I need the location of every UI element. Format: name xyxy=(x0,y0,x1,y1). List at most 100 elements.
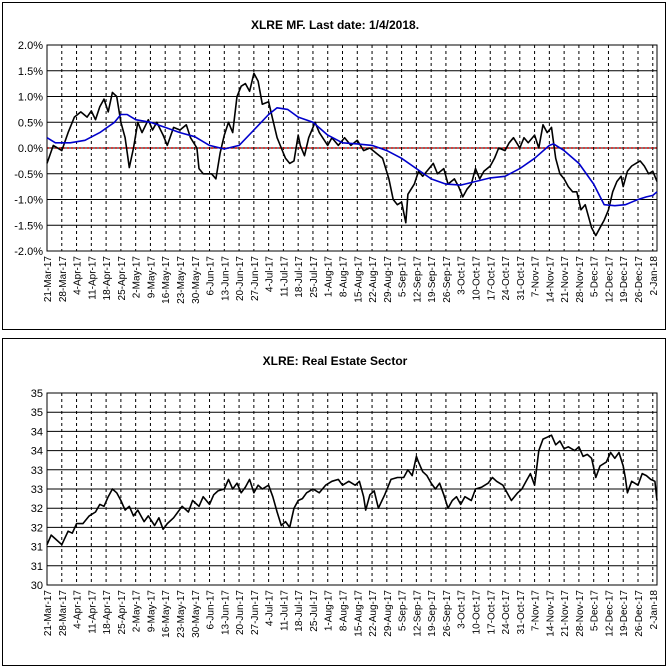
x-tick-label: 18-Apr-17 xyxy=(102,590,113,635)
x-tick-label: 19-Dec-17 xyxy=(619,590,630,637)
x-tick-label: 1-Aug-17 xyxy=(324,256,335,298)
x-tick-label: 26-Dec-17 xyxy=(634,256,645,303)
x-tick-label: 20-Jun-17 xyxy=(235,256,246,301)
x-tick-label: 26-Sep-17 xyxy=(442,590,453,637)
x-tick-label: 9-May-17 xyxy=(146,256,157,299)
x-tick-label: 21-Mar-17 xyxy=(43,256,54,303)
x-tick-label: 25-Jul-17 xyxy=(309,590,320,632)
x-tick-label: 16-May-17 xyxy=(161,256,172,304)
x-tick-label: 30-May-17 xyxy=(191,256,202,304)
x-tick-label: 21-Mar-17 xyxy=(43,590,54,637)
x-tick-label: 22-Aug-17 xyxy=(368,256,379,303)
x-tick-label: 17-Oct-17 xyxy=(486,256,497,301)
x-tick-label: 13-Jun-17 xyxy=(220,590,231,635)
plot-frame xyxy=(46,392,658,586)
x-tick-label: 28-Mar-17 xyxy=(58,590,69,637)
price-chart-panel: XLRE: Real Estate Sector 30 31 31 32 32 33 33 3… xyxy=(2,338,666,666)
x-tick-label: 1-Aug-17 xyxy=(324,590,335,632)
x-tick-label: 25-Apr-17 xyxy=(117,256,128,301)
x-tick-label: 27-Jun-17 xyxy=(250,590,261,635)
x-tick-label: 31-Oct-17 xyxy=(516,256,527,301)
x-tick-label: 29-Aug-17 xyxy=(383,256,394,303)
y-tick-label: 33 xyxy=(31,465,43,477)
x-tick-label: 25-Apr-17 xyxy=(117,590,128,635)
y-tick-label: -2.0% xyxy=(14,246,43,258)
chart-title: XLRE: Real Estate Sector xyxy=(263,354,408,368)
x-tick-label: 28-Nov-17 xyxy=(575,590,586,637)
x-tick-label: 22-Aug-17 xyxy=(368,590,379,637)
x-tick-label: 17-Oct-17 xyxy=(486,590,497,635)
y-tick-label: 32 xyxy=(31,522,43,534)
x-tick-label: 3-Oct-17 xyxy=(457,256,468,295)
x-tick-label: 26-Sep-17 xyxy=(442,256,453,303)
x-tick-label: 6-Jun-17 xyxy=(206,256,217,296)
mf-chart-panel: XLRE MF. Last date: 1/4/2018. 2.0% 1.5% 1.… xyxy=(2,2,666,330)
x-tick-label: 15-Aug-17 xyxy=(353,256,364,303)
y-tick-label: 33 xyxy=(31,484,43,496)
x-tick-label: 13-Jun-17 xyxy=(220,256,231,301)
x-tick-label: 23-May-17 xyxy=(176,590,187,638)
x-tick-label: 18-Apr-17 xyxy=(102,256,113,301)
x-tick-label: 14-Nov-17 xyxy=(545,590,556,637)
x-tick-label: 5-Sep-17 xyxy=(398,256,409,298)
x-tick-label: 6-Jun-17 xyxy=(206,590,217,630)
x-tick-label: 28-Nov-17 xyxy=(575,256,586,303)
x-tick-label: 11-Apr-17 xyxy=(87,256,98,300)
x-tick-label: 3-Oct-17 xyxy=(457,590,468,629)
x-tick-label: 2-May-17 xyxy=(132,256,143,299)
y-tick-label: 32 xyxy=(31,503,43,515)
y-tick-label: 31 xyxy=(31,561,43,573)
x-tick-label: 21-Nov-17 xyxy=(560,590,571,637)
x-tick-label: 20-Jun-17 xyxy=(235,590,246,635)
x-tick-label: 10-Oct-17 xyxy=(471,590,482,635)
x-tick-label: 26-Dec-17 xyxy=(634,590,645,637)
x-tick-label: 24-Oct-17 xyxy=(501,590,512,635)
y-tick-label: 1.0% xyxy=(18,92,43,104)
y-tick-label: 30 xyxy=(31,580,43,592)
x-tick-label: 5-Dec-17 xyxy=(590,590,601,632)
x-tick-label: 14-Nov-17 xyxy=(545,256,556,303)
x-tick-label: 8-Aug-17 xyxy=(339,256,350,298)
x-tick-label: 8-Aug-17 xyxy=(339,590,350,632)
series-line-primary xyxy=(46,72,658,237)
series-line-secondary xyxy=(46,107,658,207)
x-tick-label: 5-Sep-17 xyxy=(398,590,409,632)
x-tick-label: 11-Jul-17 xyxy=(279,590,290,631)
x-tick-label: 12-Dec-17 xyxy=(604,256,615,303)
x-tick-label: 19-Dec-17 xyxy=(619,256,630,303)
x-tick-label: 18-Jul-17 xyxy=(294,590,305,632)
x-tick-label: 19-Sep-17 xyxy=(427,256,438,303)
y-tick-label: 35 xyxy=(31,388,43,400)
x-tick-label: 2-Jan-18 xyxy=(649,256,660,296)
x-tick-label: 21-Nov-17 xyxy=(560,256,571,303)
x-tick-label: 15-Aug-17 xyxy=(353,590,364,637)
x-tick-label: 19-Sep-17 xyxy=(427,590,438,637)
chart-title: XLRE MF. Last date: 1/4/2018. xyxy=(251,18,419,32)
y-tick-label: 31 xyxy=(31,542,43,554)
x-tick-label: 5-Dec-17 xyxy=(590,256,601,298)
x-tick-label: 7-Nov-17 xyxy=(531,590,542,632)
x-tick-label: 9-May-17 xyxy=(146,590,157,633)
x-tick-label: 11-Jul-17 xyxy=(279,256,290,297)
y-tick-label: 35 xyxy=(31,407,43,419)
plot-frame xyxy=(46,44,658,252)
x-tick-label: 18-Jul-17 xyxy=(294,256,305,298)
y-tick-label: 34 xyxy=(31,446,43,458)
x-tick-label: 23-May-17 xyxy=(176,256,187,304)
x-tick-label: 7-Nov-17 xyxy=(531,256,542,298)
y-tick-label: 1.5% xyxy=(18,66,43,78)
x-tick-label: 12-Dec-17 xyxy=(604,590,615,637)
x-tick-label: 27-Jun-17 xyxy=(250,256,261,301)
x-tick-label: 2-May-17 xyxy=(132,590,143,633)
x-tick-label: 10-Oct-17 xyxy=(471,256,482,301)
y-tick-label: 0.0% xyxy=(18,143,43,155)
y-tick-label: -1.5% xyxy=(14,220,43,232)
x-tick-label: 4-Apr-17 xyxy=(73,590,84,629)
y-tick-label: -0.5% xyxy=(14,169,43,181)
x-tick-label: 12-Sep-17 xyxy=(412,256,423,303)
x-tick-label: 31-Oct-17 xyxy=(516,590,527,635)
x-tick-label: 28-Mar-17 xyxy=(58,256,69,303)
x-tick-label: 4-Jul-17 xyxy=(265,590,276,627)
x-tick-label: 2-Jan-18 xyxy=(649,590,660,630)
y-tick-label: 34 xyxy=(31,426,43,438)
